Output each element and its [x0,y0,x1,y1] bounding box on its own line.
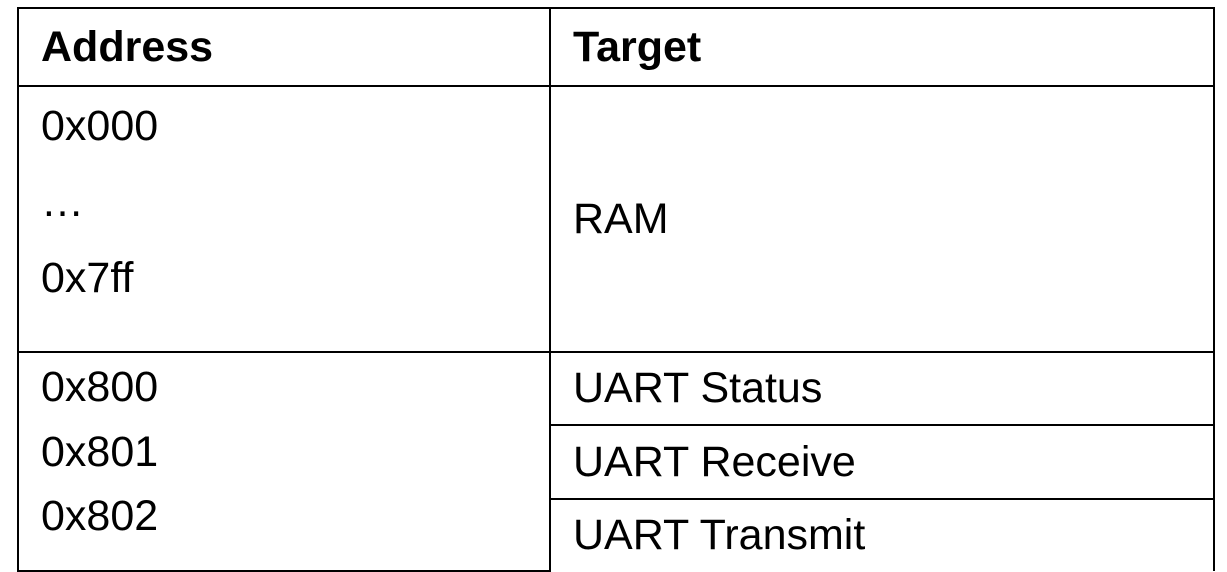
memory-map-table: Address Target 0x000 … 0x7ff RAM 0x800 0… [17,7,1215,572]
header-row: Address Target [17,7,1215,87]
address-end: 0x7ff [41,254,134,302]
address-uart-status: 0x800 [41,363,159,412]
table-row-ram: 0x000 … 0x7ff RAM [17,84,1215,354]
address-uart-receive: 0x801 [41,428,159,477]
address-uart-transmit: 0x802 [41,492,159,541]
address-start: 0x000 [41,102,159,150]
table-row-uart-receive: UART Receive [18,424,1215,500]
uart-address-cell: 0x800 0x801 0x802 [17,351,551,572]
target-cell-ram: RAM [549,84,1215,354]
address-range-cell: 0x000 … 0x7ff [17,84,551,354]
table-row-uart-transmit: UART Transmit [18,497,1215,571]
table-row-uart-status: 0x800 0x801 0x802 UART Status [17,351,1215,572]
target-cell-uart-transmit: UART Transmit [549,497,1215,571]
address-ellipsis: … [41,178,84,226]
target-cell-uart-receive: UART Receive [549,424,1215,500]
target-column-header: Target [549,7,1215,87]
address-column-header: Address [17,7,551,87]
target-cell-uart-status: UART Status [549,351,1215,427]
